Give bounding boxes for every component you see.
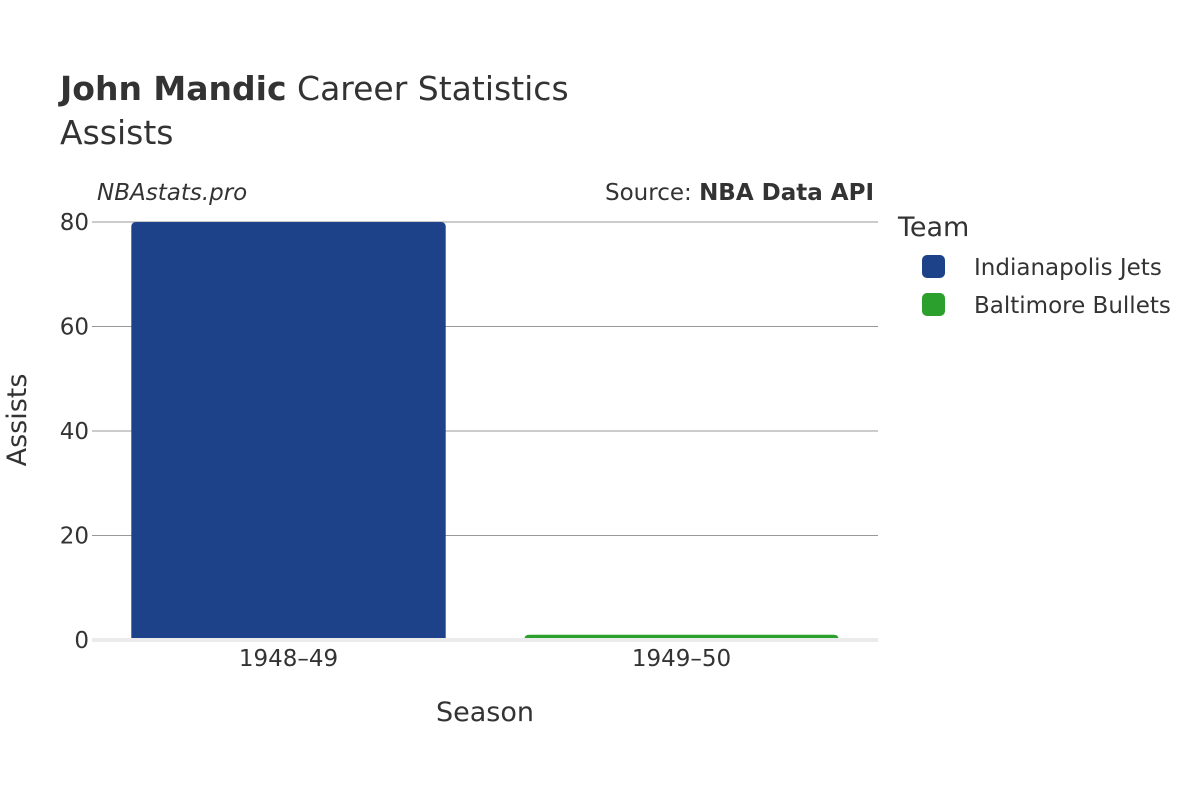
source-name: NBA Data API [699,180,874,206]
y-tick-labels: 0 20 40 60 80 [60,210,89,654]
legend: Team Indianapolis Jets Baltimore Bullets [897,212,1171,319]
legend-label-baltimore-bullets: Baltimore Bullets [974,293,1171,319]
y-tick-label-0: 0 [74,628,89,654]
y-axis-title: Assists [2,374,33,467]
legend-swatch-indianapolis-jets [922,255,945,278]
legend-item-baltimore-bullets[interactable]: Baltimore Bullets [922,293,1171,319]
bar-indianapolis-jets-1948-49[interactable] [131,222,446,640]
y-tick-label-60: 60 [60,315,89,341]
x-tick-label-1948-49: 1948–49 [239,646,338,672]
chart-title: John Mandic Career Statistics [58,69,569,108]
source-credit: Source: NBA Data API [605,180,874,206]
chart-title-suffix: Career Statistics [287,69,569,108]
x-axis-title: Season [436,697,534,728]
chart-title-player: John Mandic [58,69,287,108]
legend-item-indianapolis-jets[interactable]: Indianapolis Jets [922,255,1162,281]
legend-label-indianapolis-jets: Indianapolis Jets [974,255,1162,281]
x-tick-label-1949-50: 1949–50 [632,646,731,672]
y-tick-label-80: 80 [60,210,89,236]
x-tick-labels: 1948–49 1949–50 [239,646,731,672]
y-tick-label-40: 40 [60,419,89,445]
y-tick-label-20: 20 [60,524,89,550]
legend-title: Team [897,212,969,243]
site-credit: NBAstats.pro [97,180,247,206]
source-prefix: Source: [605,180,699,206]
chart-subtitle: Assists [60,113,173,152]
legend-swatch-baltimore-bullets [922,293,945,316]
